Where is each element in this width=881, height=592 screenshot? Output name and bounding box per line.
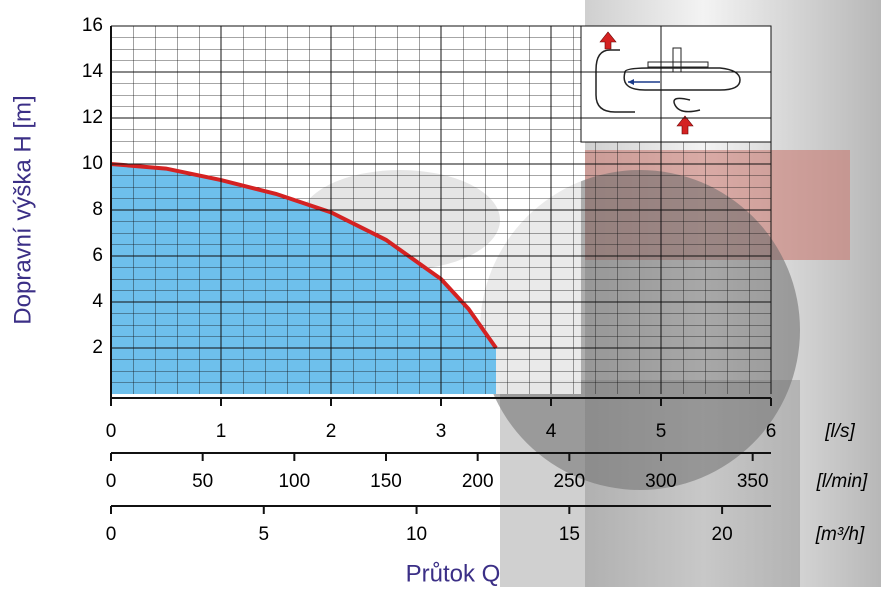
x-tick-label: 0 <box>106 421 117 442</box>
x-unit: [l/s] <box>824 421 855 442</box>
x3-tick-label: 10 <box>406 524 427 545</box>
x2-tick-label: 0 <box>106 471 117 492</box>
y-tick-label: 10 <box>82 153 103 174</box>
y-tick-label: 6 <box>92 245 103 266</box>
y-axis-title: Dopravní výška H [m] <box>9 95 36 324</box>
x-tick-label: 1 <box>216 421 227 442</box>
y-tick-label: 8 <box>92 199 103 220</box>
x2-tick-label: 100 <box>278 471 310 492</box>
x2-tick-label: 50 <box>192 471 213 492</box>
y-tick-label: 2 <box>92 337 103 358</box>
x3-tick-label: 15 <box>559 524 580 545</box>
x2-unit: [l/min] <box>816 471 868 492</box>
x2-tick-label: 150 <box>370 471 402 492</box>
y-tick-label: 16 <box>82 15 103 36</box>
x-tick-label: 6 <box>766 421 777 442</box>
x-tick-label: 4 <box>546 421 557 442</box>
x-tick-label: 5 <box>656 421 667 442</box>
x3-tick-label: 0 <box>106 524 117 545</box>
y-tick-label: 4 <box>92 291 103 312</box>
x2-tick-label: 200 <box>462 471 494 492</box>
x2-tick-label: 350 <box>737 471 769 492</box>
y-tick-label: 14 <box>82 61 104 82</box>
x-tick-label: 3 <box>436 421 447 442</box>
x2-tick-label: 300 <box>645 471 677 492</box>
x-tick-label: 2 <box>326 421 337 442</box>
x3-tick-label: 20 <box>712 524 733 545</box>
x-axis-title: Průtok Q <box>406 560 501 587</box>
x3-unit: [m³/h] <box>815 524 865 545</box>
inset-diagram <box>580 25 772 143</box>
x3-tick-label: 5 <box>258 524 269 545</box>
y-tick-label: 12 <box>82 107 103 128</box>
x2-tick-label: 250 <box>553 471 585 492</box>
